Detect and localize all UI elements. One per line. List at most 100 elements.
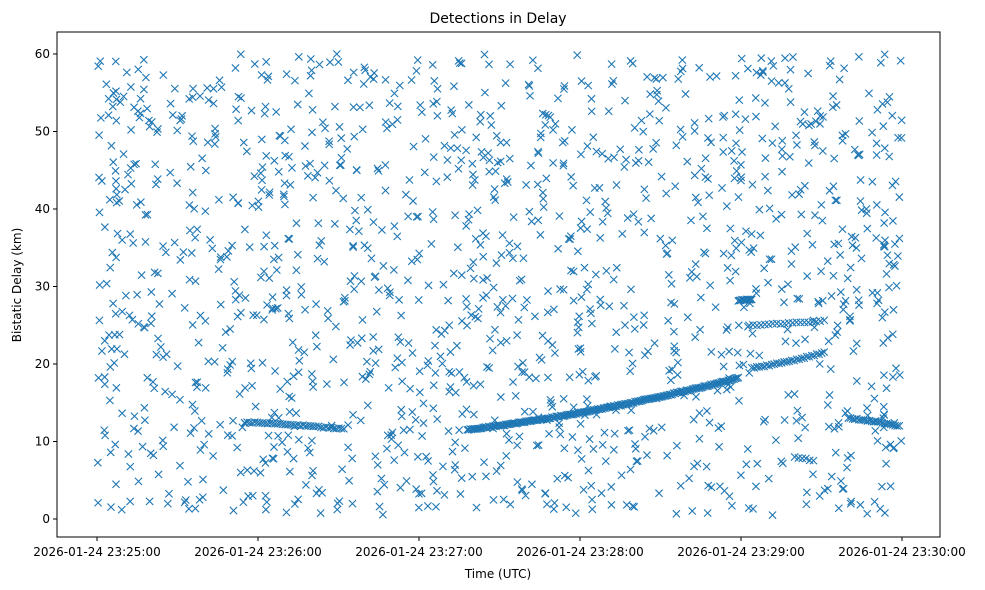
data-point xyxy=(757,54,766,63)
data-point xyxy=(747,229,756,238)
data-point xyxy=(522,296,531,304)
data-point xyxy=(783,280,792,289)
data-point xyxy=(421,134,430,143)
data-point xyxy=(331,322,340,331)
data-point xyxy=(354,227,363,236)
data-point xyxy=(793,406,802,415)
data-point xyxy=(447,106,456,115)
data-point xyxy=(350,132,359,141)
data-point xyxy=(851,233,860,242)
data-point xyxy=(263,300,272,309)
data-point xyxy=(815,359,824,368)
data-point xyxy=(823,484,832,493)
data-point xyxy=(525,81,534,90)
data-point xyxy=(555,212,564,221)
data-point xyxy=(823,401,832,410)
data-point xyxy=(719,362,728,371)
data-point xyxy=(657,423,666,432)
data-point xyxy=(191,378,200,387)
data-point xyxy=(384,383,393,392)
data-point xyxy=(154,334,163,343)
plot-frame xyxy=(56,31,941,538)
data-point xyxy=(95,208,104,217)
data-point xyxy=(836,288,845,297)
data-point xyxy=(387,431,396,440)
data-point xyxy=(834,422,843,431)
data-point xyxy=(647,214,656,223)
data-point xyxy=(278,438,287,447)
data-point xyxy=(520,407,529,416)
data-point xyxy=(582,395,591,404)
data-point xyxy=(645,110,654,119)
data-point xyxy=(454,164,463,173)
data-point xyxy=(521,491,530,500)
data-point xyxy=(109,299,118,308)
data-point xyxy=(419,419,428,428)
data-point xyxy=(279,192,288,201)
data-point xyxy=(777,210,786,219)
data-point xyxy=(491,167,500,176)
data-point xyxy=(191,277,200,286)
data-point xyxy=(431,502,440,511)
data-point xyxy=(193,225,202,234)
x-axis-label: Time (UTC) xyxy=(464,567,531,581)
data-point xyxy=(443,173,452,182)
data-point xyxy=(562,503,571,512)
data-point xyxy=(501,301,510,310)
data-point xyxy=(216,253,225,262)
data-point xyxy=(728,375,737,384)
data-point xyxy=(318,118,327,127)
data-point xyxy=(763,186,772,195)
data-point xyxy=(276,385,285,393)
data-point xyxy=(203,83,212,92)
data-point xyxy=(596,295,605,304)
data-point xyxy=(771,122,780,131)
data-point xyxy=(335,122,344,131)
data-point xyxy=(505,154,514,163)
data-point xyxy=(664,316,673,325)
data-point xyxy=(196,311,205,320)
data-point xyxy=(584,376,593,385)
data-point xyxy=(180,303,189,312)
data-point xyxy=(620,163,629,172)
data-point xyxy=(290,500,299,509)
data-point xyxy=(576,419,585,428)
data-point xyxy=(485,156,494,165)
data-point xyxy=(584,466,593,475)
data-point xyxy=(97,347,106,355)
y-axis-label: Bistatic Delay (km) xyxy=(10,228,24,343)
data-point xyxy=(325,137,334,146)
data-point xyxy=(584,81,593,90)
data-point xyxy=(352,166,361,175)
data-point xyxy=(845,312,854,321)
data-point xyxy=(403,276,412,285)
data-point xyxy=(634,217,643,226)
data-point xyxy=(707,483,716,492)
data-point xyxy=(777,145,786,154)
data-point xyxy=(767,57,776,66)
data-point xyxy=(168,289,177,298)
data-point xyxy=(393,354,402,363)
data-point xyxy=(558,138,567,147)
data-point xyxy=(803,272,812,281)
data-point xyxy=(576,224,585,233)
data-point xyxy=(864,89,873,98)
data-point xyxy=(522,180,531,189)
data-point xyxy=(168,110,177,119)
data-point xyxy=(723,323,732,332)
data-point xyxy=(209,99,218,108)
data-point xyxy=(447,369,456,378)
data-point xyxy=(693,459,702,468)
data-point xyxy=(390,89,399,98)
data-point xyxy=(882,269,891,278)
data-point xyxy=(383,431,392,440)
data-point xyxy=(825,390,834,399)
data-point xyxy=(736,160,745,169)
data-point xyxy=(365,370,374,379)
data-point xyxy=(249,311,258,320)
data-point xyxy=(112,116,121,125)
data-point xyxy=(795,294,804,303)
data-point xyxy=(450,465,459,474)
data-point xyxy=(525,207,534,216)
